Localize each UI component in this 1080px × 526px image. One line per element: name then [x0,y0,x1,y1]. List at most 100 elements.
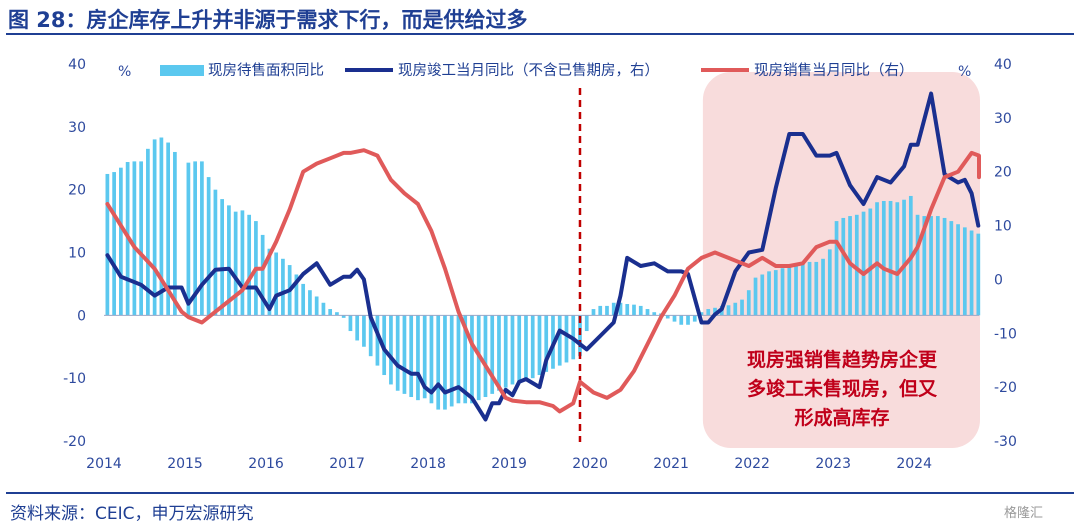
bar [321,302,326,316]
bar [773,270,778,316]
left-tick-label: -10 [63,371,86,387]
bar [827,249,832,316]
bar [753,277,758,316]
right-tick-label: 40 [994,57,1012,73]
x-tick-label: 2019 [491,456,527,472]
bar [132,161,137,316]
bar [294,274,299,316]
bar [159,137,164,316]
right-tick-label: 0 [994,272,1003,288]
bar [335,312,339,316]
bar [206,177,211,316]
bar [105,173,110,316]
right-axis-ticks: 40 30 20 10 0 -10 -20 -30 [994,57,1017,450]
chart-title: 图 28：房企库存上升并非源于需求下行，而是供给过多 [8,8,528,32]
left-tick-label: 40 [68,57,86,73]
bar [409,315,414,398]
legend-swatch [160,65,204,76]
bar [544,315,549,372]
series-line-2 [105,148,981,414]
bar [402,315,407,394]
bar [807,261,812,316]
bar [800,263,805,316]
bar [497,315,501,391]
x-tick-label: 2016 [248,456,284,472]
legend-label: 现房竣工当月同比（不含已售期房，右） [398,62,659,79]
bar [888,200,893,316]
left-tick-label: -20 [63,434,86,450]
bar [530,315,535,379]
bar [166,142,170,316]
right-tick-label: -20 [994,380,1017,396]
bar [672,315,677,322]
bar [173,151,177,316]
bar [598,305,603,316]
bar [746,290,751,316]
x-tick-label: 2022 [734,456,770,472]
legend: 现房待售面积同比 现房竣工当月同比（不含已售期房，右） 现房销售当月同比（右） [160,62,914,79]
bar [618,302,623,316]
bar [679,315,684,325]
bar [186,162,191,316]
x-tick-label: 2015 [167,456,203,472]
bar [625,304,630,316]
bar [220,199,225,316]
footer-divider [6,492,1074,494]
right-tick-label: 30 [994,111,1012,127]
bar [814,261,819,316]
bar [875,202,879,316]
right-tick-label: 20 [994,165,1012,181]
bar [443,315,447,410]
bar [146,148,150,316]
bar [537,315,542,376]
bar [193,161,198,316]
bar [895,202,900,316]
x-tick-label: 2021 [653,456,689,472]
bar [240,210,245,316]
bar [915,214,920,316]
bar [645,309,650,316]
x-tick-label: 2020 [572,456,608,472]
bar [483,315,488,398]
bar [260,234,265,316]
left-tick-label: 30 [68,120,86,136]
bar [375,315,380,366]
bar [368,315,373,357]
x-tick-label: 2017 [329,456,365,472]
x-tick-label: 2023 [815,456,851,472]
bar [841,217,846,316]
bar [233,211,238,316]
bar [362,315,366,347]
bar [780,268,785,316]
bar [794,265,798,316]
bar [868,208,873,316]
bar [976,233,981,316]
left-axis-unit: % [118,64,131,80]
bar [274,252,279,316]
bar [692,315,697,322]
left-tick-label: 10 [68,246,86,262]
legend-label: 现房待售面积同比 [208,62,324,79]
bar [152,139,157,316]
legend-label: 现房销售当月同比（右） [754,62,914,79]
right-tick-label: 10 [994,219,1012,235]
bar [706,309,711,316]
right-tick-label: -30 [994,434,1017,450]
left-axis-ticks: 40 30 20 10 0 -10 -20 [63,57,86,450]
bar [834,221,839,316]
bar [787,266,792,316]
bar [821,258,825,316]
bar [584,315,589,332]
bar [328,309,333,316]
bar [416,315,420,401]
bar [861,211,866,316]
x-tick-label: 2024 [896,456,932,472]
right-axis-unit: % [958,64,971,80]
bar [605,305,609,316]
bar [591,309,596,316]
bar [470,315,474,404]
bar [713,307,717,316]
bar [517,315,522,384]
bar [395,315,400,391]
